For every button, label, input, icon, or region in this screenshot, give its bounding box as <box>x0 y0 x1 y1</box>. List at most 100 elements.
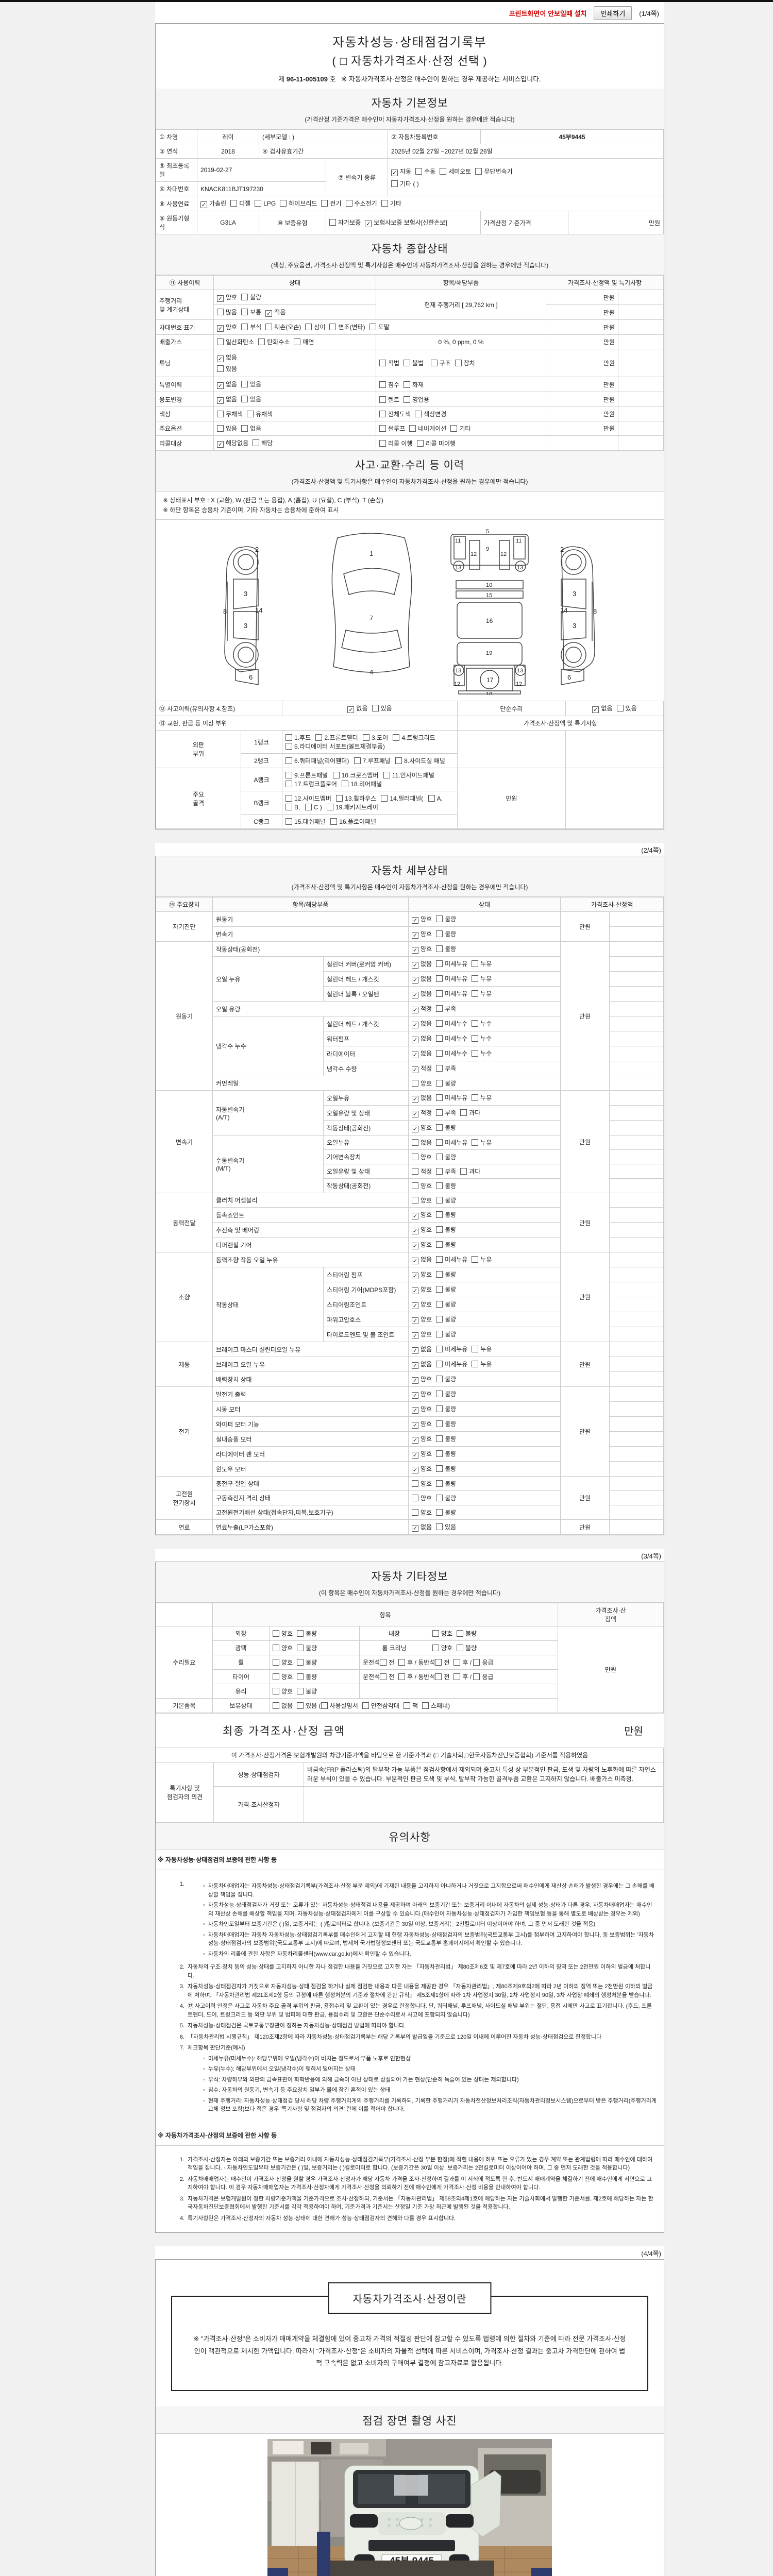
checkbox-unchecked[interactable] <box>436 1495 443 1502</box>
checkbox-checked[interactable] <box>412 1096 419 1103</box>
checkbox-unchecked[interactable] <box>241 294 248 300</box>
checkbox-unchecked[interactable] <box>436 1346 443 1353</box>
checkbox-checked[interactable] <box>412 947 419 954</box>
checkbox-checked[interactable] <box>412 1213 419 1220</box>
checkbox-unchecked[interactable] <box>327 804 334 811</box>
checkbox-unchecked[interactable] <box>342 781 349 788</box>
checkbox-unchecked[interactable] <box>436 1509 443 1516</box>
checkbox-unchecked[interactable] <box>305 324 312 330</box>
checkbox-unchecked[interactable] <box>285 743 293 750</box>
checkbox-unchecked[interactable] <box>436 945 443 953</box>
checkbox-unchecked[interactable] <box>409 425 416 432</box>
checkbox-unchecked[interactable] <box>436 1124 443 1131</box>
checkbox-checked[interactable] <box>412 1066 419 1074</box>
print-button[interactable]: 인쇄하기 <box>594 6 632 20</box>
checkbox-checked[interactable] <box>217 355 224 362</box>
checkbox-unchecked[interactable] <box>285 804 293 811</box>
checkbox-checked[interactable] <box>412 1437 419 1444</box>
checkbox-checked[interactable] <box>412 917 419 924</box>
checkbox-unchecked[interactable] <box>436 1331 443 1338</box>
checkbox-unchecked[interactable] <box>379 439 386 447</box>
checkbox-unchecked[interactable] <box>241 381 248 387</box>
checkbox-unchecked[interactable] <box>241 396 248 402</box>
checkbox-unchecked[interactable] <box>472 1361 479 1368</box>
checkbox-unchecked[interactable] <box>379 411 386 417</box>
checkbox-unchecked[interactable] <box>329 324 337 330</box>
checkbox-unchecked[interactable] <box>330 818 338 825</box>
checkbox-unchecked[interactable] <box>412 1495 419 1502</box>
checkbox-unchecked[interactable] <box>273 1645 279 1652</box>
checkbox-unchecked[interactable] <box>460 1168 467 1175</box>
checkbox-unchecked[interactable] <box>412 1139 419 1146</box>
checkbox-unchecked[interactable] <box>404 396 411 403</box>
checkbox-checked[interactable] <box>412 1362 419 1369</box>
checkbox-unchecked[interactable] <box>273 1630 279 1637</box>
checkbox-unchecked[interactable] <box>436 975 443 982</box>
checkbox-unchecked[interactable] <box>391 180 398 187</box>
checkbox-unchecked[interactable] <box>369 324 376 330</box>
checkbox-unchecked[interactable] <box>472 1094 479 1101</box>
checkbox-unchecked[interactable] <box>273 1688 279 1695</box>
checkbox-unchecked[interactable] <box>412 1080 419 1087</box>
checkbox-unchecked[interactable] <box>305 804 312 811</box>
checkbox-unchecked[interactable] <box>436 930 443 938</box>
checkbox-checked[interactable] <box>412 1111 419 1118</box>
checkbox-checked[interactable] <box>265 310 273 317</box>
checkbox-unchecked[interactable] <box>379 396 386 403</box>
checkbox-unchecked[interactable] <box>265 324 273 330</box>
checkbox-unchecked[interactable] <box>336 795 343 802</box>
checkbox-unchecked[interactable] <box>436 1256 443 1263</box>
checkbox-unchecked[interactable] <box>294 338 301 345</box>
checkbox-unchecked[interactable] <box>285 781 293 788</box>
checkbox-checked[interactable] <box>412 1377 419 1384</box>
checkbox-unchecked[interactable] <box>436 1391 443 1398</box>
checkbox-checked[interactable] <box>412 1302 419 1310</box>
checkbox-unchecked[interactable] <box>285 818 293 825</box>
checkbox-unchecked[interactable] <box>345 200 352 207</box>
checkbox-unchecked[interactable] <box>379 425 386 432</box>
checkbox-checked[interactable] <box>217 382 224 389</box>
checkbox-unchecked[interactable] <box>321 200 328 207</box>
checkbox-unchecked[interactable] <box>217 365 224 372</box>
checkbox-checked[interactable] <box>412 1332 419 1340</box>
checkbox-unchecked[interactable] <box>436 960 443 968</box>
checkbox-checked[interactable] <box>412 992 419 999</box>
checkbox-unchecked[interactable] <box>436 1211 443 1218</box>
checkbox-unchecked[interactable] <box>436 1405 443 1413</box>
checkbox-unchecked[interactable] <box>460 1109 467 1116</box>
checkbox-unchecked[interactable] <box>436 1241 443 1248</box>
checkbox-unchecked[interactable] <box>412 1182 419 1190</box>
checkbox-unchecked[interactable] <box>475 167 482 175</box>
checkbox-unchecked[interactable] <box>436 1050 443 1057</box>
checkbox-unchecked[interactable] <box>472 1020 479 1027</box>
checkbox-checked[interactable] <box>412 1052 419 1059</box>
checkbox-unchecked[interactable] <box>321 1702 328 1709</box>
checkbox-unchecked[interactable] <box>285 757 293 765</box>
checkbox-unchecked[interactable] <box>472 1139 479 1146</box>
checkbox-unchecked[interactable] <box>412 1197 419 1204</box>
checkbox-checked[interactable] <box>412 1022 419 1029</box>
checkbox-unchecked[interactable] <box>436 990 443 997</box>
checkbox-unchecked[interactable] <box>258 338 265 345</box>
checkbox-unchecked[interactable] <box>436 1316 443 1323</box>
checkbox-checked[interactable] <box>217 441 224 448</box>
checkbox-unchecked[interactable] <box>436 1065 443 1072</box>
checkbox-unchecked[interactable] <box>363 734 370 741</box>
checkbox-unchecked[interactable] <box>395 757 402 765</box>
checkbox-unchecked[interactable] <box>372 705 379 712</box>
checkbox-checked[interactable] <box>347 706 355 714</box>
checkbox-unchecked[interactable] <box>379 360 386 366</box>
checkbox-unchecked[interactable] <box>473 1673 480 1681</box>
checkbox-checked[interactable] <box>412 1392 419 1399</box>
checkbox-unchecked[interactable] <box>415 167 423 175</box>
checkbox-checked[interactable] <box>412 1037 419 1044</box>
checkbox-checked[interactable] <box>412 1228 419 1235</box>
checkbox-unchecked[interactable] <box>453 1659 461 1666</box>
checkbox-unchecked[interactable] <box>403 1702 410 1709</box>
checkbox-unchecked[interactable] <box>436 1286 443 1293</box>
checkbox-unchecked[interactable] <box>217 425 224 432</box>
checkbox-checked[interactable] <box>412 1347 419 1354</box>
checkbox-unchecked[interactable] <box>412 1168 419 1175</box>
checkbox-checked[interactable] <box>412 962 419 969</box>
checkbox-checked[interactable] <box>412 1467 419 1474</box>
